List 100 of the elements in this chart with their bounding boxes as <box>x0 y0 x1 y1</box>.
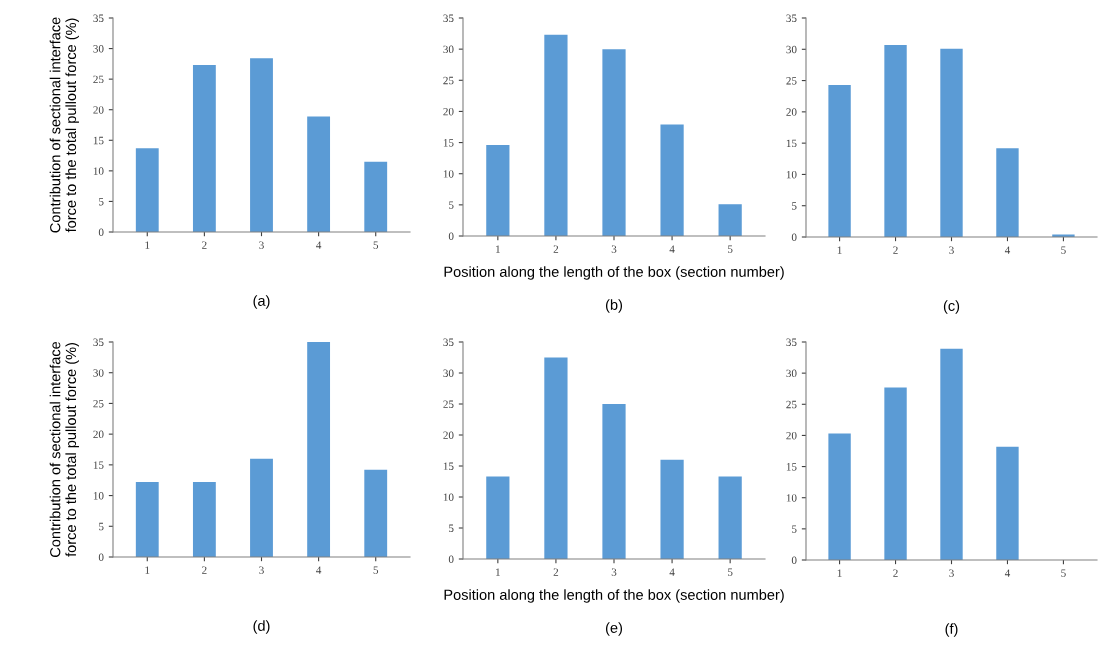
x-tick-label: 2 <box>202 241 207 249</box>
x-tick-label: 5 <box>373 566 379 574</box>
x-tick-label: 1 <box>145 241 150 249</box>
x-tick-label: 1 <box>837 569 842 577</box>
y-tick-label: 0 <box>98 553 104 561</box>
bar <box>192 482 216 557</box>
text: (b) <box>605 299 623 313</box>
bar <box>250 58 273 232</box>
x-tick-label: 4 <box>669 245 675 253</box>
y-tick-label: 15 <box>786 463 797 471</box>
y-tick-label: 10 <box>443 493 454 501</box>
bar <box>884 44 907 237</box>
x-tick-label: 1 <box>496 245 500 253</box>
x-tick-label: 2 <box>202 566 207 574</box>
y-tick-label: 25 <box>786 77 797 85</box>
x-tick-label: 3 <box>949 246 954 254</box>
x-tick-label: 3 <box>949 569 954 577</box>
y-tick-label: 5 <box>449 524 454 532</box>
y-tick-label: 25 <box>93 399 104 408</box>
x-tick-label: 4 <box>1004 246 1011 254</box>
x-tick-label: 4 <box>316 566 322 574</box>
text: (f) <box>945 623 958 637</box>
x-tick-label: 1 <box>496 568 500 576</box>
x-tick-label: 4 <box>1004 569 1011 577</box>
y-tick-label: 15 <box>93 461 104 469</box>
bar <box>364 161 388 232</box>
y-tick-label: 25 <box>786 400 797 409</box>
y-tick-label: 0 <box>791 556 797 564</box>
y-tick-label: 35 <box>93 14 104 22</box>
bar <box>602 49 626 236</box>
x-tick-label: 2 <box>553 568 559 576</box>
y-tick-label: 10 <box>786 170 797 179</box>
bar <box>486 476 510 559</box>
x-tick-label: 5 <box>728 568 733 576</box>
bar <box>307 342 331 557</box>
y-tick-label: 0 <box>448 232 454 240</box>
text: (a) <box>253 295 270 309</box>
bar <box>135 148 159 232</box>
x-tick-label: 4 <box>316 241 322 249</box>
x-tick-label: 2 <box>553 245 559 253</box>
x-tick-label: 5 <box>1061 569 1066 577</box>
y-tick-label: 35 <box>786 338 797 346</box>
bar <box>192 65 216 232</box>
y-tick-label: 5 <box>449 201 454 209</box>
bar <box>940 348 963 560</box>
y-tick-label: 5 <box>99 522 104 531</box>
y-tick-label: 20 <box>443 431 454 439</box>
y-tick-label: 15 <box>786 139 797 148</box>
bar <box>884 387 907 560</box>
y-tick-label: 30 <box>443 369 454 377</box>
y-tick-label: 25 <box>443 400 454 408</box>
y-tick-label: 5 <box>792 202 797 210</box>
y-tick-label: 30 <box>93 45 104 53</box>
bar <box>660 124 684 236</box>
y-tick-label: 5 <box>99 198 104 206</box>
x-tick-label: 5 <box>373 241 379 249</box>
y-tick-label: 15 <box>443 462 454 470</box>
y-tick-label: 5 <box>792 525 797 533</box>
bar <box>135 482 159 557</box>
y-tick-label: 15 <box>93 136 104 145</box>
bar <box>602 404 626 559</box>
text: (c) <box>943 300 960 314</box>
y-tick-label: 20 <box>786 108 797 116</box>
x-tick-label: 3 <box>259 241 264 249</box>
y-tick-label: 35 <box>443 338 454 346</box>
x-axis-title: Position along the length of the box (section number) <box>444 589 784 603</box>
y-tick-label: 10 <box>93 492 104 500</box>
y-tick-label: 0 <box>791 233 797 241</box>
bar <box>660 459 684 559</box>
y-tick-label: 35 <box>443 14 454 22</box>
y-tick-label: 20 <box>786 431 797 440</box>
x-tick-label: 2 <box>893 569 898 577</box>
x-tick-label: 3 <box>611 245 617 253</box>
x-tick-label: 5 <box>728 245 733 253</box>
bar <box>544 34 568 236</box>
x-tick-label: 4 <box>669 568 675 576</box>
bar <box>307 116 331 232</box>
bar <box>828 84 851 237</box>
y-tick-label: 0 <box>448 555 454 563</box>
y-tick-label: 10 <box>93 167 104 175</box>
y-tick-label: 30 <box>93 369 104 377</box>
y-tick-label: 15 <box>443 139 454 147</box>
bar <box>996 148 1019 237</box>
y-tick-label: 30 <box>443 45 454 54</box>
y-axis-title: Contribution of sectional interface force to the total pullout force (%) <box>49 341 79 557</box>
bar <box>996 446 1019 560</box>
bar <box>364 469 388 557</box>
bar <box>544 357 568 559</box>
y-tick-label: 10 <box>443 170 454 178</box>
x-tick-label: 2 <box>893 246 898 254</box>
text: (e) <box>605 622 623 636</box>
x-tick-label: 5 <box>1061 246 1066 254</box>
y-tick-label: 25 <box>93 75 104 84</box>
text: (d) <box>253 620 270 634</box>
x-tick-label: 1 <box>837 246 842 254</box>
y-axis-title: Contribution of sectional interface force to the total pullout force (%) <box>49 17 79 233</box>
y-tick-label: 20 <box>93 106 104 114</box>
y-tick-label: 30 <box>786 369 797 378</box>
x-tick-label: 1 <box>145 566 150 574</box>
x-tick-label: 3 <box>259 566 264 574</box>
